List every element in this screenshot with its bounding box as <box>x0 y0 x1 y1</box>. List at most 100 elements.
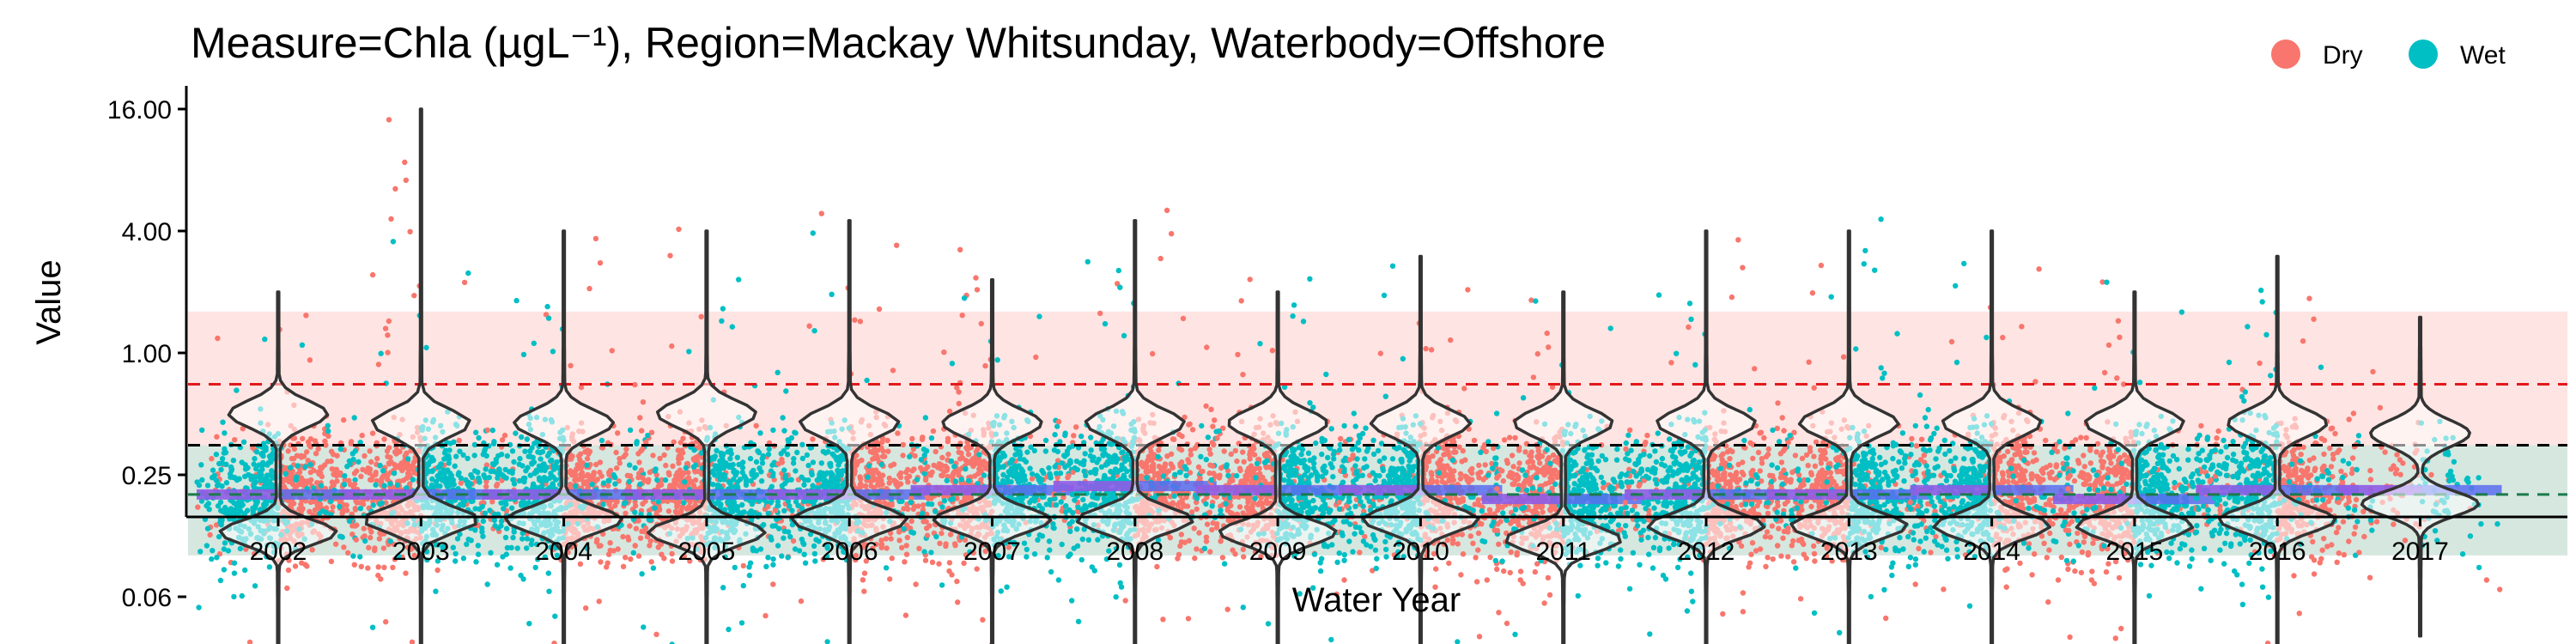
data-point-wet <box>720 306 726 312</box>
data-point-dry <box>943 541 949 547</box>
data-point-wet <box>650 565 657 571</box>
data-point-dry <box>692 469 698 475</box>
data-point-dry <box>411 293 417 299</box>
data-point-dry <box>860 577 866 583</box>
data-point-wet <box>216 533 222 540</box>
data-point-wet <box>507 565 513 571</box>
data-point-dry <box>380 545 387 551</box>
data-point-wet <box>652 505 658 511</box>
data-point-wet <box>770 562 776 568</box>
data-point-wet <box>1013 446 1019 452</box>
data-point-wet <box>818 460 824 466</box>
data-point-dry <box>798 598 805 605</box>
data-point-wet <box>444 483 451 489</box>
data-point-wet <box>939 504 945 510</box>
data-point-wet <box>1054 448 1061 455</box>
data-point-wet <box>766 446 772 453</box>
data-point-wet <box>240 501 246 508</box>
data-point-dry <box>1209 526 1215 533</box>
data-point-wet <box>1013 473 1019 479</box>
data-point-dry <box>360 466 366 473</box>
data-point-wet <box>1066 521 1072 527</box>
data-point-wet <box>262 483 268 489</box>
data-point-dry <box>614 465 620 471</box>
data-point-dry <box>931 462 937 469</box>
data-point-wet <box>501 506 507 512</box>
data-point-wet <box>222 449 229 456</box>
data-point-wet <box>690 464 697 470</box>
data-point-dry <box>908 518 914 525</box>
data-point-dry <box>674 477 681 483</box>
data-point-wet <box>355 459 361 465</box>
data-point-wet <box>544 303 550 310</box>
data-point-dry <box>639 428 645 434</box>
data-point-wet <box>784 452 791 458</box>
legend: Dry Wet <box>2271 39 2506 70</box>
data-point-wet <box>1035 537 1041 543</box>
data-point-dry <box>625 534 631 540</box>
data-point-dry <box>861 588 867 594</box>
data-point-wet <box>442 477 448 483</box>
data-point-dry <box>342 477 348 483</box>
data-point-dry <box>334 478 340 484</box>
data-point-dry <box>1169 231 1175 237</box>
data-point-dry <box>680 435 686 441</box>
data-point-wet <box>731 467 737 473</box>
data-point-dry <box>483 462 490 468</box>
data-point-dry <box>685 470 691 476</box>
data-point-wet <box>532 471 538 477</box>
data-point-wet <box>1054 423 1060 429</box>
data-point-wet <box>530 481 537 487</box>
data-point-wet <box>283 471 289 477</box>
data-point-dry <box>1071 433 1077 439</box>
data-point-dry <box>411 552 417 559</box>
data-point-wet <box>802 560 809 566</box>
data-point-dry <box>1156 447 1162 453</box>
data-point-wet <box>307 461 313 468</box>
data-point-dry <box>623 510 629 517</box>
data-point-wet <box>939 582 945 588</box>
data-point-dry <box>674 503 680 510</box>
data-point-wet <box>347 461 353 467</box>
data-point-wet <box>379 500 385 506</box>
data-point-dry <box>284 585 290 592</box>
data-point-wet <box>503 475 509 481</box>
data-point-wet <box>958 477 964 483</box>
data-point-dry <box>670 463 676 469</box>
data-point-dry <box>955 599 961 605</box>
data-point-wet <box>765 555 771 561</box>
data-point-dry <box>381 436 387 442</box>
data-point-wet <box>476 434 482 441</box>
data-point-dry <box>861 570 868 576</box>
data-point-dry <box>568 362 574 368</box>
data-point-wet <box>451 439 457 445</box>
data-point-wet <box>394 482 401 489</box>
data-point-wet <box>1015 479 1022 485</box>
data-point-wet <box>234 477 240 483</box>
data-point-wet <box>714 447 720 453</box>
data-point-wet <box>981 472 987 478</box>
data-point-wet <box>198 462 204 468</box>
data-point-wet <box>370 502 376 508</box>
data-point-wet <box>1046 465 1052 471</box>
data-point-wet <box>476 477 483 483</box>
data-point-wet <box>785 555 791 561</box>
data-point-dry <box>246 639 253 644</box>
data-point-dry <box>676 460 682 466</box>
data-point-wet <box>632 509 638 515</box>
data-point-dry <box>386 445 392 451</box>
legend-dry-swatch <box>2271 39 2300 69</box>
data-point-dry <box>385 453 391 459</box>
data-point-dry <box>949 572 955 578</box>
data-point-wet <box>760 453 766 459</box>
data-point-wet <box>757 430 763 436</box>
data-point-wet <box>715 483 722 489</box>
data-point-wet <box>654 477 660 483</box>
data-point-wet <box>805 462 811 469</box>
data-point-dry <box>1163 207 1170 214</box>
data-point-dry <box>615 430 621 436</box>
data-point-wet <box>738 620 745 626</box>
data-point-wet <box>452 463 458 469</box>
data-point-wet <box>840 482 846 488</box>
data-point-dry <box>919 436 926 442</box>
